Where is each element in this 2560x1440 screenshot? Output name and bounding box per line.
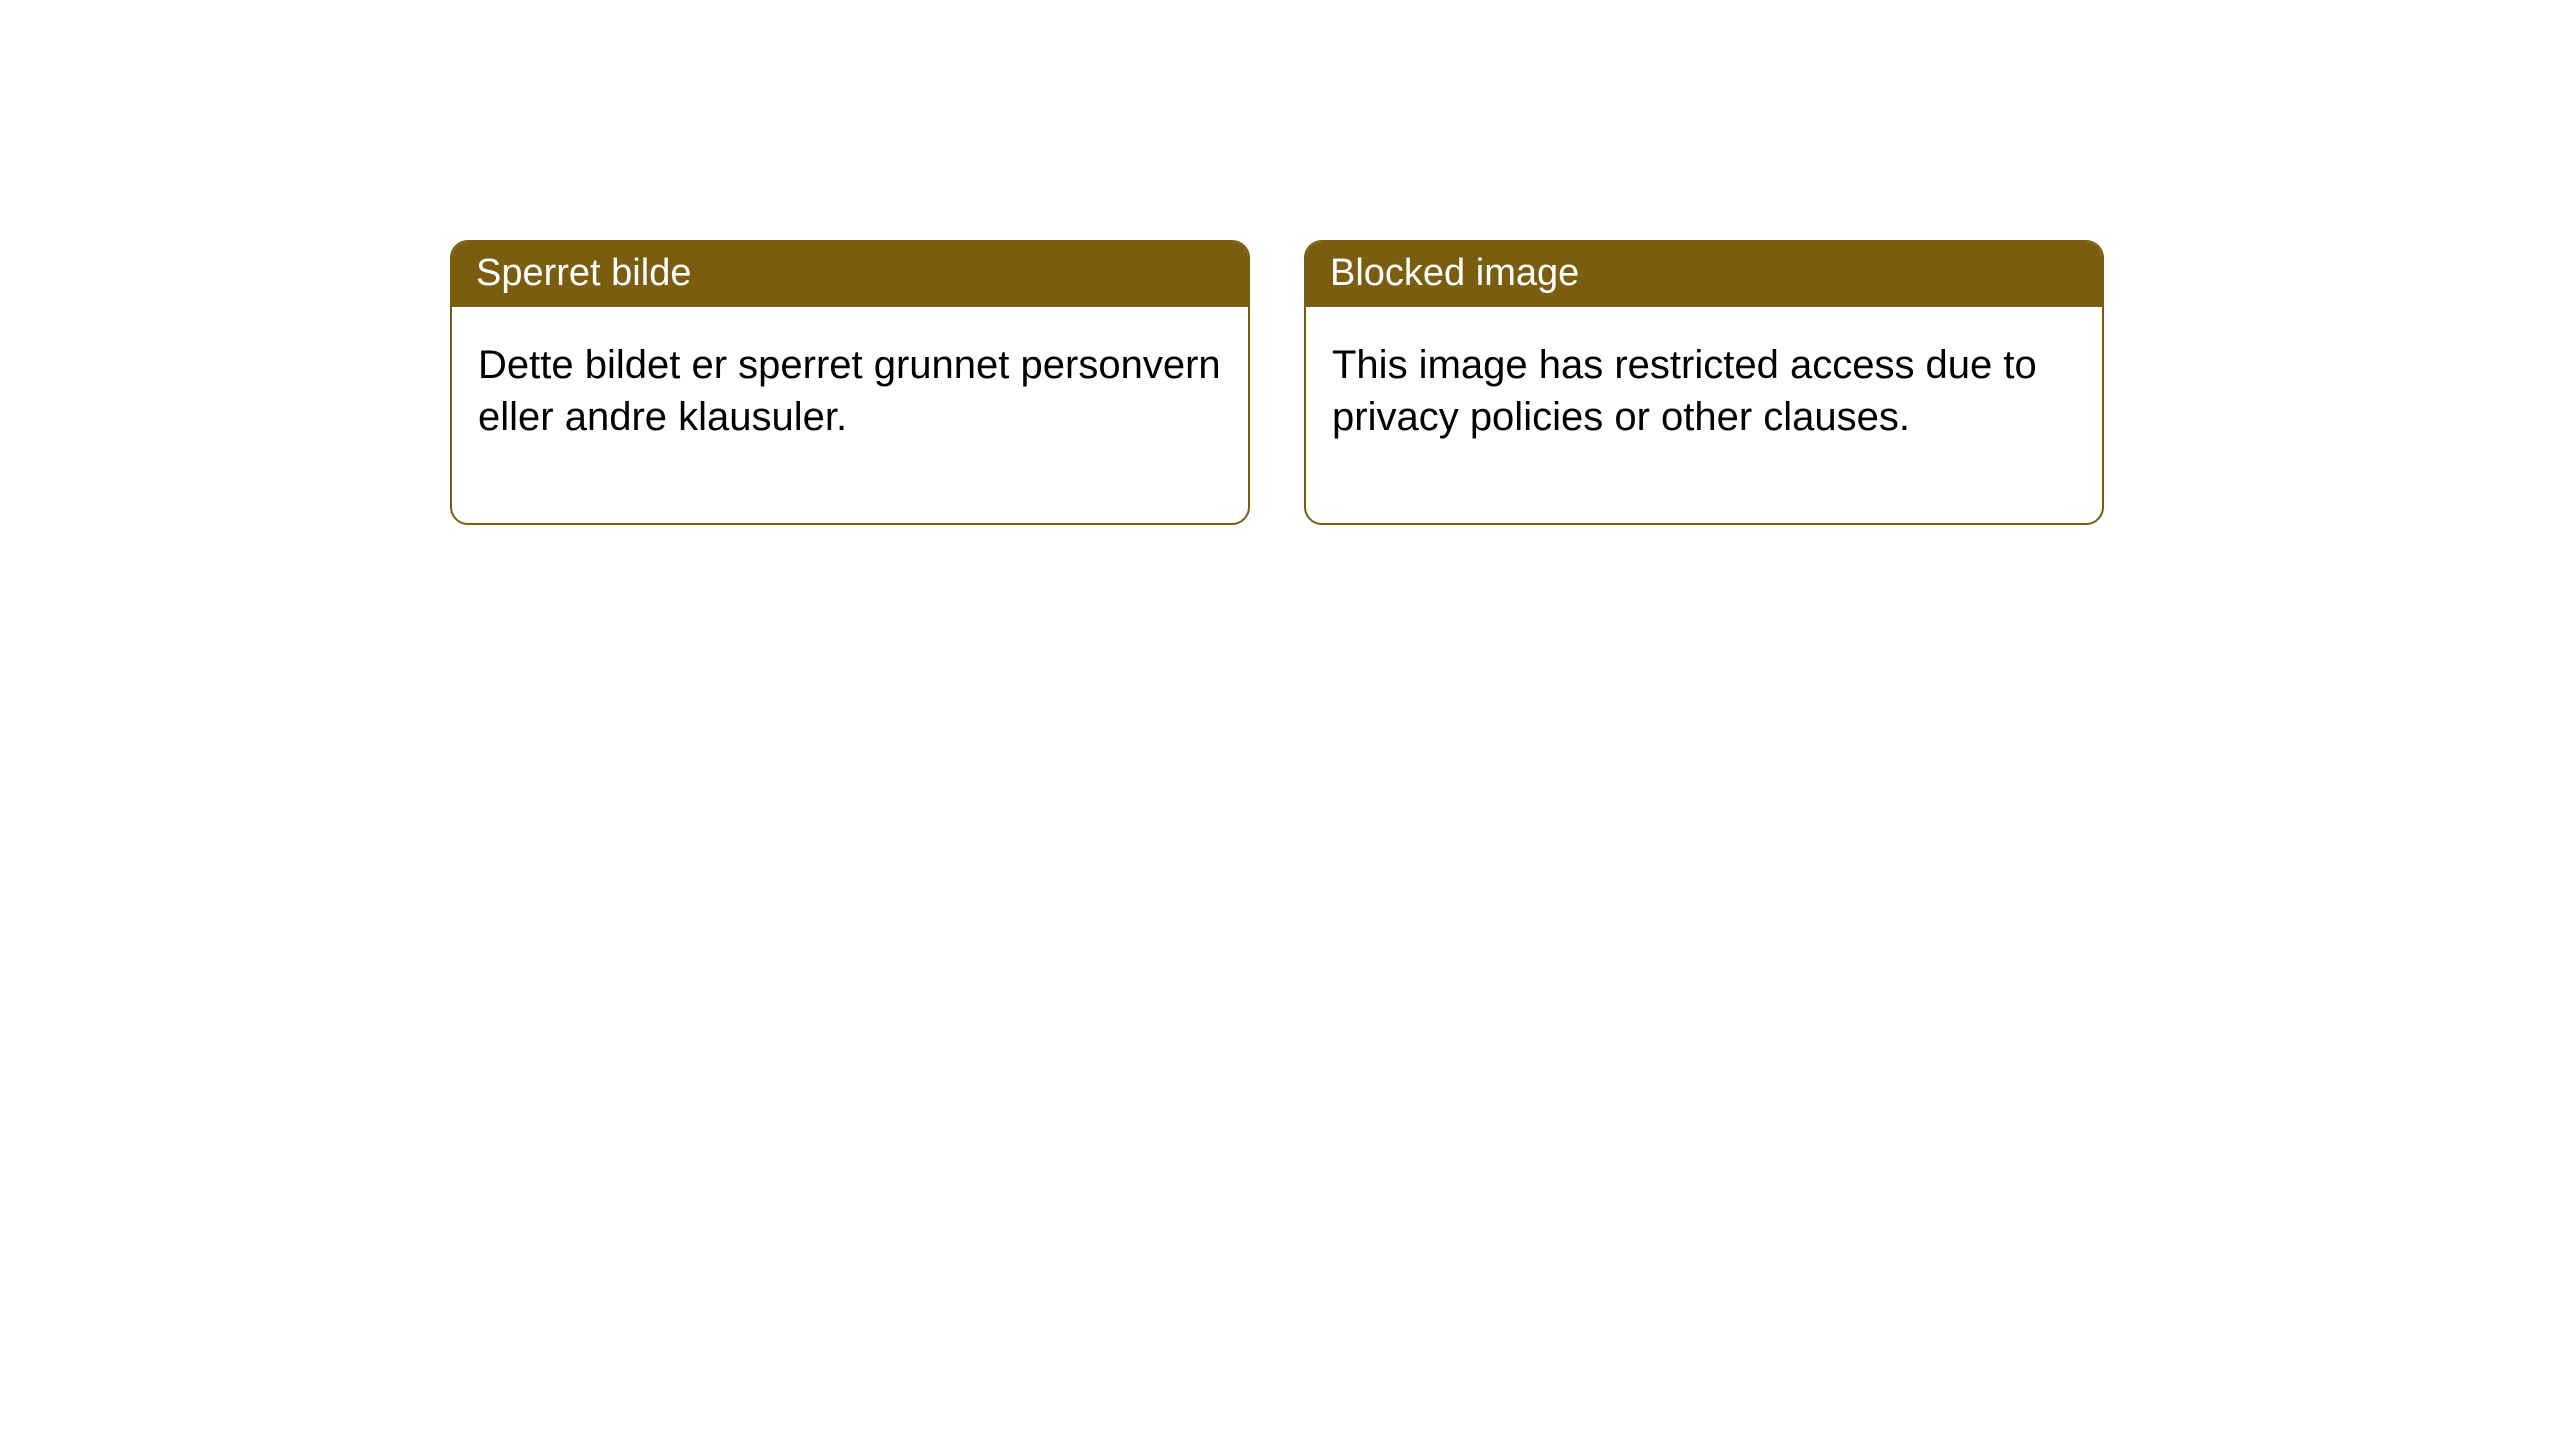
notice-card-body: Dette bildet er sperret grunnet personve…	[452, 307, 1248, 523]
notice-card-header: Blocked image	[1306, 242, 2102, 307]
notice-card-body: This image has restricted access due to …	[1306, 307, 2102, 523]
notice-card-text: This image has restricted access due to …	[1332, 343, 2037, 439]
notice-cards-container: Sperret bilde Dette bildet er sperret gr…	[450, 240, 2104, 525]
notice-card-norwegian: Sperret bilde Dette bildet er sperret gr…	[450, 240, 1250, 525]
notice-card-title: Sperret bilde	[476, 252, 691, 294]
notice-card-text: Dette bildet er sperret grunnet personve…	[478, 343, 1221, 439]
notice-card-title: Blocked image	[1330, 252, 1579, 294]
notice-card-english: Blocked image This image has restricted …	[1304, 240, 2104, 525]
notice-card-header: Sperret bilde	[452, 242, 1248, 307]
